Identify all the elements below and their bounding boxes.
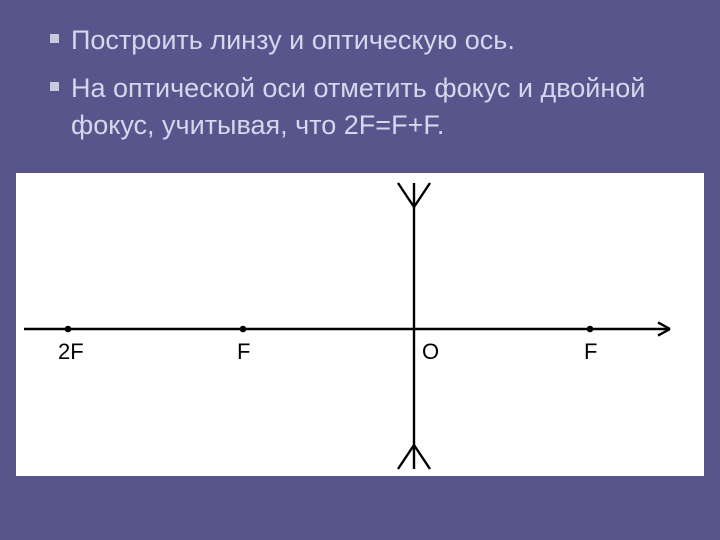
focal-label-1: F xyxy=(237,339,250,364)
bullet-item: На оптической оси отметить фокус и двойн… xyxy=(50,70,670,143)
focal-label-0: 2F xyxy=(58,339,84,364)
lens-bot-arrow-l xyxy=(398,445,414,469)
bullet-list: Построить линзу и оптическую ось. На опт… xyxy=(0,0,720,165)
bullet-text: Построить линзу и оптическую ось. xyxy=(71,22,515,58)
focal-label-2: F xyxy=(584,339,597,364)
focal-point-1 xyxy=(240,326,247,333)
bullet-marker xyxy=(50,82,59,91)
focal-point-0 xyxy=(65,326,72,333)
bullet-text: На оптической оси отметить фокус и двойн… xyxy=(71,70,670,143)
origin-label: O xyxy=(422,339,439,364)
focal-point-2 xyxy=(587,326,594,333)
slide-root: Построить линзу и оптическую ось. На опт… xyxy=(0,0,720,540)
lens-diagram: 2F F F O xyxy=(16,173,704,476)
bullet-marker xyxy=(50,34,59,43)
lens-diagram-svg: 2F F F O xyxy=(16,173,704,476)
lens-bot-arrow-r xyxy=(414,445,430,469)
lens-top-arrow-r xyxy=(414,183,430,207)
lens-top-arrow-l xyxy=(398,183,414,207)
bullet-item: Построить линзу и оптическую ось. xyxy=(50,22,670,58)
